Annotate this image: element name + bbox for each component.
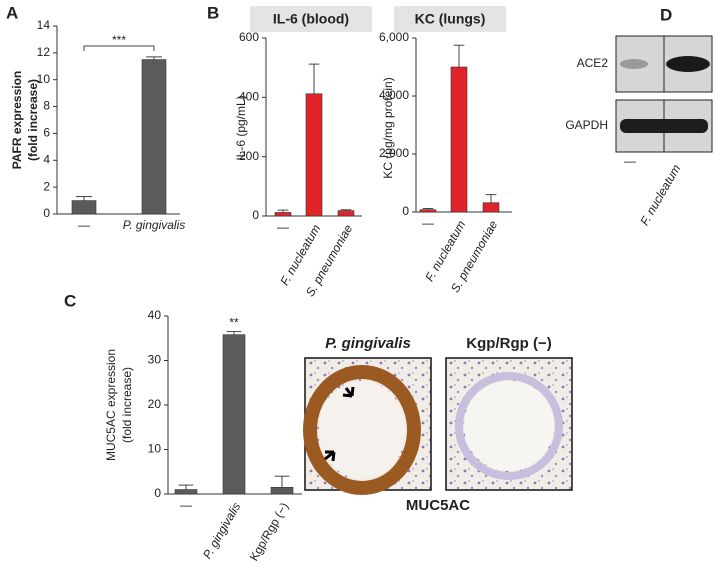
y-tick-label: 0	[154, 486, 161, 500]
y-tick-label: 4,000	[379, 88, 409, 102]
y-axis-label: PAFR expression	[10, 71, 24, 169]
bar	[482, 202, 500, 213]
bar	[71, 200, 97, 215]
chart-title: KC (lungs)	[415, 11, 486, 27]
y-axis-label: (fold increase)	[26, 79, 40, 161]
panel-label: C	[64, 291, 76, 310]
y-tick-label: 30	[148, 353, 162, 367]
y-axis-label: (fold increase)	[120, 367, 134, 443]
bar	[274, 212, 292, 217]
y-axis-label: MUC5AC expression	[104, 349, 118, 461]
y-tick-label: 0	[402, 204, 409, 218]
bar	[305, 93, 323, 217]
image-title: P. gingivalis	[325, 335, 411, 352]
y-tick-label: 10	[37, 72, 51, 86]
y-tick-label: 8	[43, 99, 50, 113]
y-tick-label: 6	[43, 126, 50, 140]
y-tick-label: 40	[148, 308, 162, 322]
x-tick-label: P. gingivalis	[123, 218, 185, 232]
y-tick-label: 600	[239, 30, 259, 44]
bar	[419, 209, 437, 213]
title-box	[250, 6, 372, 32]
bar	[450, 66, 468, 213]
panel-label: B	[207, 3, 219, 22]
y-axis-label: KC (pg/mg protein)	[381, 77, 395, 178]
bar	[141, 59, 167, 215]
y-tick-label: 400	[239, 90, 259, 104]
histology-image	[445, 357, 573, 491]
x-tick-label: —	[277, 220, 289, 234]
y-tick-label: 6,000	[379, 30, 409, 44]
title-box	[394, 6, 506, 32]
y-tick-label: 20	[148, 397, 162, 411]
x-tick-label: —	[422, 216, 434, 230]
y-axis-label: IL-6 (pg/mL)	[234, 95, 248, 160]
annotation: **	[229, 316, 239, 330]
chart-title: IL-6 (blood)	[273, 11, 349, 27]
lane-label: F. nucleatum	[637, 162, 683, 228]
bar	[270, 487, 294, 495]
x-tick-label: —	[78, 218, 90, 232]
y-tick-label: 14	[37, 18, 51, 32]
annotation: ***	[112, 33, 126, 47]
blot	[615, 35, 713, 153]
panel-label: D	[660, 5, 672, 24]
y-tick-label: 2	[43, 179, 50, 193]
x-tick-label: Kgp/Rgp (−)	[247, 500, 292, 563]
y-tick-label: 0	[43, 206, 50, 220]
y-tick-label: 2,000	[379, 146, 409, 160]
image-caption: MUC5AC	[406, 497, 470, 514]
bar	[222, 334, 246, 495]
bar	[337, 210, 355, 217]
histology-image	[303, 357, 432, 495]
y-tick-label: 0	[252, 208, 259, 222]
y-tick-label: 4	[43, 152, 50, 166]
y-tick-label: 12	[37, 45, 51, 59]
image-title: Kgp/Rgp (−)	[466, 335, 551, 352]
band-label: GAPDH	[565, 118, 608, 132]
significance-bracket	[83, 45, 155, 51]
x-tick-label: P. gingivalis	[200, 500, 243, 561]
x-tick-label: —	[180, 498, 192, 512]
y-tick-label: 10	[148, 442, 162, 456]
lane-label: —	[624, 154, 636, 168]
band-label: ACE2	[577, 56, 609, 70]
y-tick-label: 200	[239, 149, 259, 163]
panel-label: A	[6, 3, 18, 22]
bar	[174, 489, 198, 495]
